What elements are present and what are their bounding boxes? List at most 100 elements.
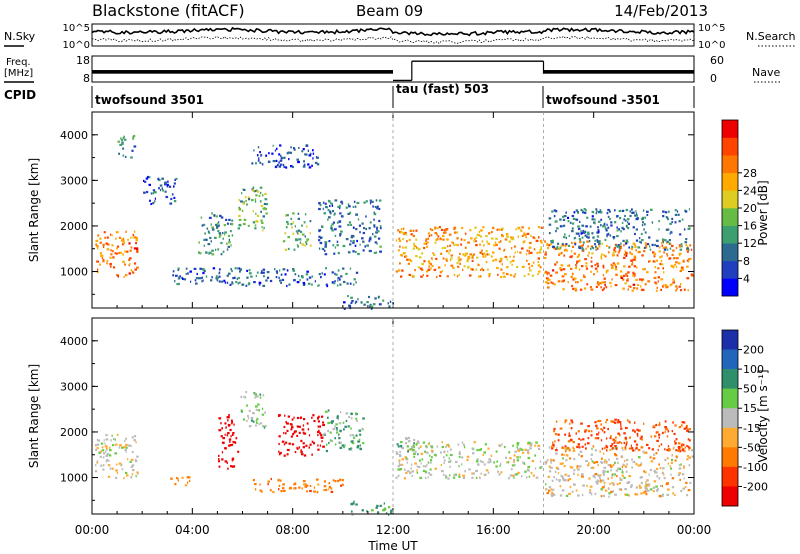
echo-cell [369,199,372,202]
echo-cell [218,458,220,461]
echo-cell [340,230,343,233]
echo-cell [676,456,678,459]
echo-cell [649,248,652,251]
echo-cell [95,448,98,451]
echo-cell [309,232,311,235]
echo-cell [171,193,174,196]
colorbar-tick-label: -15 [743,422,761,435]
echo-cell [495,237,498,240]
echo-cell [397,229,400,232]
echo-cell [395,270,398,273]
echo-cell [430,445,433,448]
echo-cell [343,446,345,449]
echo-cell [469,253,472,256]
echo-cell [395,239,398,242]
echo-cell [445,258,448,261]
date-title: 14/Feb/2013 [614,2,708,20]
echo-cell [599,211,603,214]
echo-cell [318,415,320,418]
echo-cell [552,245,555,248]
echo-cell [632,272,634,275]
echo-cell [564,433,567,436]
echo-cell [684,486,687,489]
echo-cell [267,480,270,483]
echo-cell [255,189,258,192]
echo-cell [488,273,491,276]
echo-cell [470,267,473,271]
echo-cell [636,428,639,431]
echo-cell [311,440,314,443]
echo-cell [649,456,652,459]
echo-cell [572,449,576,453]
echo-cell [678,472,681,475]
echo-cell [642,268,644,271]
echo-cell [280,273,283,276]
echo-cell [498,241,501,244]
echo-cell [334,246,337,249]
echo-cell [376,228,378,231]
echo-cell [374,205,377,209]
echo-cell [305,273,309,276]
echo-cell [615,447,618,451]
echo-cell [237,450,240,453]
echo-cell [493,244,496,247]
echo-cell [463,265,466,268]
echo-cell [211,212,213,215]
echo-cell [561,489,565,492]
echo-cell [611,448,613,451]
echo-cell [539,466,542,469]
echo-cell [581,475,584,478]
echo-cell [527,452,530,455]
echo-cell [247,415,249,418]
echo-cell [218,465,221,468]
echo-cell [477,234,481,237]
echo-cell [313,486,316,489]
echo-cell [494,241,497,244]
echo-cell [143,179,145,182]
echo-cell [284,232,287,235]
echo-cell [596,240,600,243]
echo-cell [526,476,528,479]
echo-cell [531,459,535,463]
echo-cell [255,395,258,398]
echo-cell [348,221,351,224]
echo-cell [339,204,341,208]
echo-cell [616,262,620,265]
echo-cell [319,444,321,447]
echo-cell [545,488,547,491]
echo-cell [581,210,584,213]
echo-cell [406,240,408,243]
echo-cell [669,465,671,468]
echo-cell [623,441,626,444]
echo-cell [573,241,577,245]
echo-cell [292,221,295,224]
echo-cell [446,275,449,278]
echo-cell [614,421,617,424]
echo-cell [117,140,120,143]
echo-cell [512,444,514,447]
echo-cell [564,273,567,276]
echo-cell [461,441,464,444]
echo-cell [609,281,612,285]
echo-cell [586,216,589,219]
echo-cell [556,261,558,264]
echo-cell [219,214,222,217]
echo-cell [587,425,590,428]
echo-cell [657,488,659,491]
colorbar-tick-label: 4 [743,272,750,285]
echo-cell [643,422,645,425]
echo-cell [580,208,583,212]
echo-cell [577,211,579,214]
echo-cell [297,245,299,248]
echo-cell [211,226,214,229]
echo-cell [424,470,427,473]
echo-cell [248,282,251,285]
echo-cell [231,443,234,446]
echo-cell [309,484,312,488]
echo-cell [553,476,556,479]
echo-cell [682,449,685,452]
colorbar-swatch [722,349,738,370]
echo-cell [265,212,268,215]
echo-cell [459,262,461,265]
echo-cell [521,247,524,250]
